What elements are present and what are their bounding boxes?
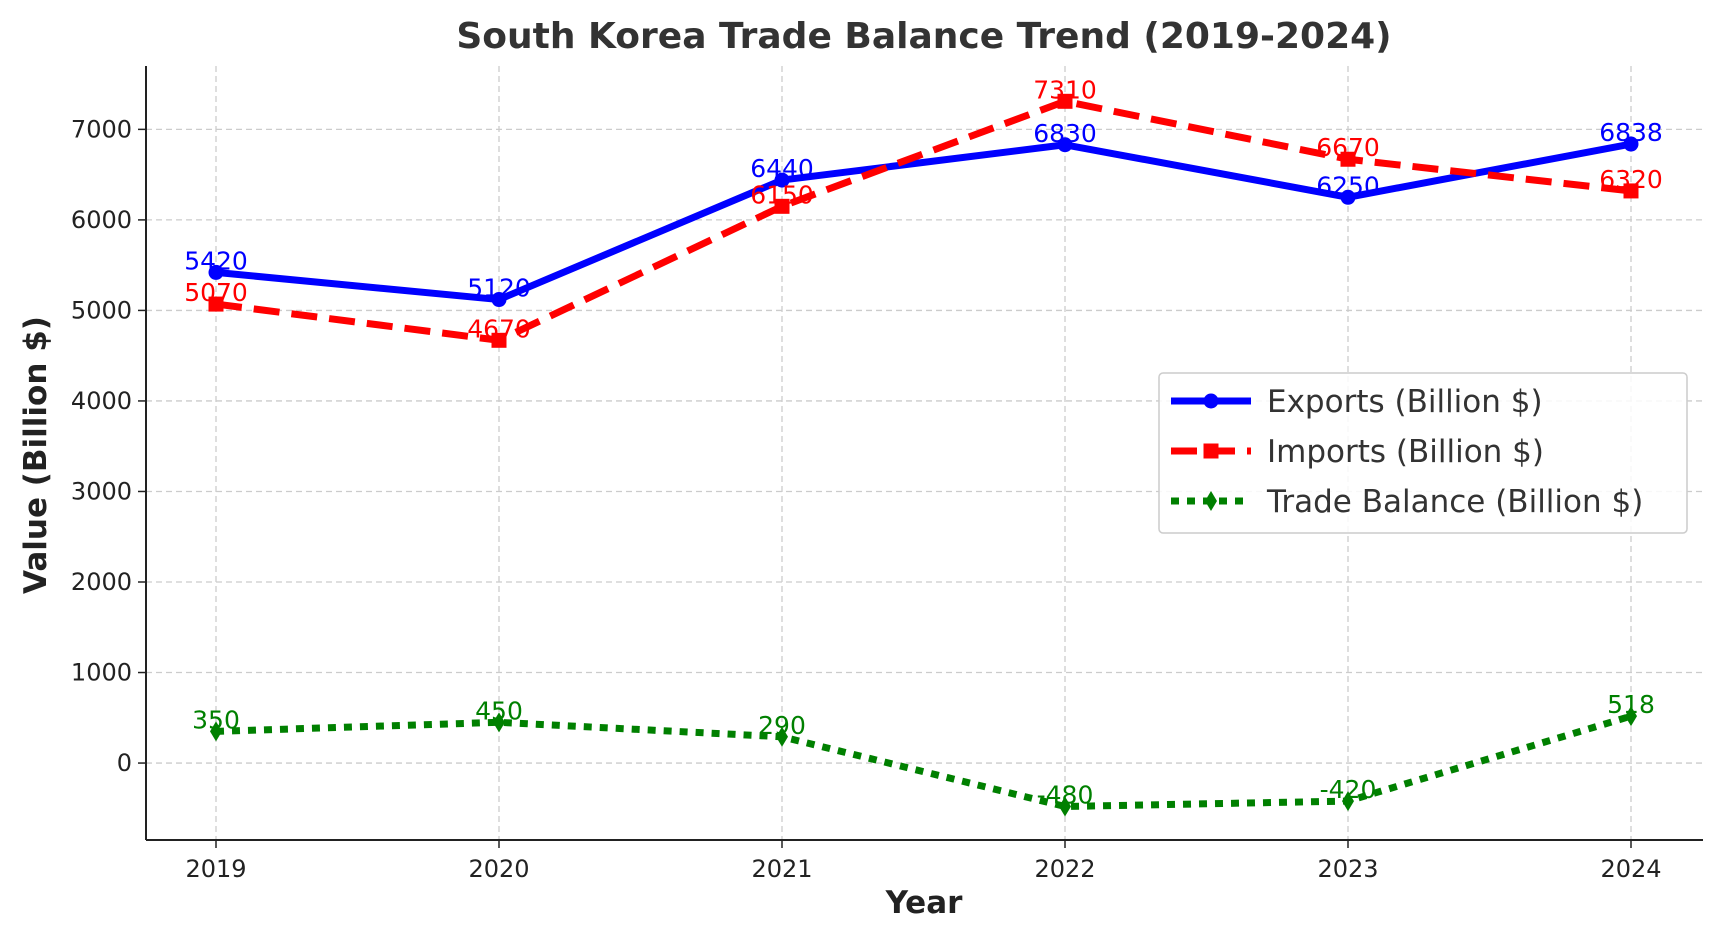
x-tick-label: 2019: [185, 855, 246, 883]
trade-balance-data-label: 450: [475, 696, 523, 725]
trade-balance-data-label: 290: [758, 711, 806, 740]
legend-label-exports: Exports (Billion $): [1267, 384, 1543, 420]
y-tick-label: 5000: [71, 296, 132, 324]
trade-balance-data-label: 350: [192, 705, 240, 734]
y-tick-label: 7000: [71, 115, 132, 143]
legend-label-imports: Imports (Billion $): [1267, 434, 1544, 470]
imports-data-label: 6150: [750, 180, 814, 209]
trade-balance-data-label: -480: [1037, 781, 1094, 810]
series-line-imports: [215, 97, 1632, 344]
x-tick-label: 2020: [468, 855, 529, 883]
exports-data-label: 6440: [750, 154, 814, 183]
trade-balance-point-marker: [210, 721, 222, 742]
exports-point-marker: [491, 292, 507, 308]
imports-data-label: 7310: [1033, 75, 1097, 104]
legend-label-trade-balance: Trade Balance (Billion $): [1266, 484, 1643, 520]
imports-data-label: 4670: [467, 314, 531, 343]
x-tick-label: 2022: [1034, 855, 1095, 883]
axes-layer: 2019 2020 2021 2022 2023 2024 0 1000 2000 3000 400…: [71, 66, 1703, 883]
imports-data-label: 6670: [1316, 133, 1380, 162]
imports-point-marker: [491, 332, 507, 348]
series-line-exports: [215, 140, 1632, 304]
exports-data-label: 6250: [1316, 171, 1380, 200]
x-tick-label: 2021: [751, 855, 812, 883]
trade-balance-point-marker: [1625, 706, 1637, 727]
exports-data-label: 6838: [1599, 118, 1663, 147]
exports-data-label: 6830: [1033, 119, 1097, 148]
legend-box: [1158, 372, 1688, 534]
y-tick-label: 0: [117, 749, 132, 777]
chart-title: South Korea Trade Balance Trend (2019-20…: [456, 16, 1391, 57]
exports-data-label: 5120: [467, 274, 531, 303]
y-tick-label: 1000: [71, 659, 132, 687]
legend: Exports (Billion $) Imports (Billion $) Tr…: [1158, 372, 1688, 534]
exports-point-marker: [1340, 189, 1356, 205]
exports-point-marker: [208, 264, 224, 280]
trade-balance-point-marker: [1059, 796, 1071, 817]
imports-point-marker: [208, 296, 224, 312]
exports-point-marker: [774, 172, 790, 188]
y-tick-label: 2000: [71, 568, 132, 596]
exports-data-label: 5420: [184, 246, 248, 275]
series-line-trade-balance: [215, 712, 1633, 811]
exports-point-marker: [1057, 137, 1073, 153]
imports-data-label: 5070: [184, 278, 248, 307]
imports-point-marker: [1623, 183, 1639, 199]
imports-data-label: 6320: [1599, 165, 1663, 194]
legend-marker-trade-balance: [1205, 491, 1217, 511]
trade-balance-data-label: -420: [1320, 775, 1377, 804]
exports-point-marker: [1623, 136, 1639, 152]
y-axis-label: Value (Billion $): [18, 316, 54, 594]
x-axis-label: Year: [885, 885, 964, 921]
legend-marker-imports: [1203, 443, 1219, 459]
imports-point-marker: [774, 198, 790, 214]
legend-marker-exports: [1203, 393, 1219, 409]
y-tick-label: 3000: [71, 477, 132, 505]
series-layer: [208, 93, 1639, 817]
trade-balance-point-marker: [493, 712, 505, 733]
y-tick-label: 4000: [71, 387, 132, 415]
y-tick-label: 6000: [71, 206, 132, 234]
trade-balance-point-marker: [776, 726, 788, 747]
data-labels-layer: 5420 5120 6440 6830 6250 6838 5070 4670 6150 7310…: [184, 75, 1663, 809]
x-tick-label: 2024: [1600, 855, 1661, 883]
x-tick-label: 2023: [1317, 855, 1378, 883]
trade-balance-data-label: 518: [1607, 690, 1655, 719]
imports-point-marker: [1340, 151, 1356, 167]
trade-balance-point-marker: [1342, 791, 1354, 812]
imports-point-marker: [1057, 93, 1073, 109]
